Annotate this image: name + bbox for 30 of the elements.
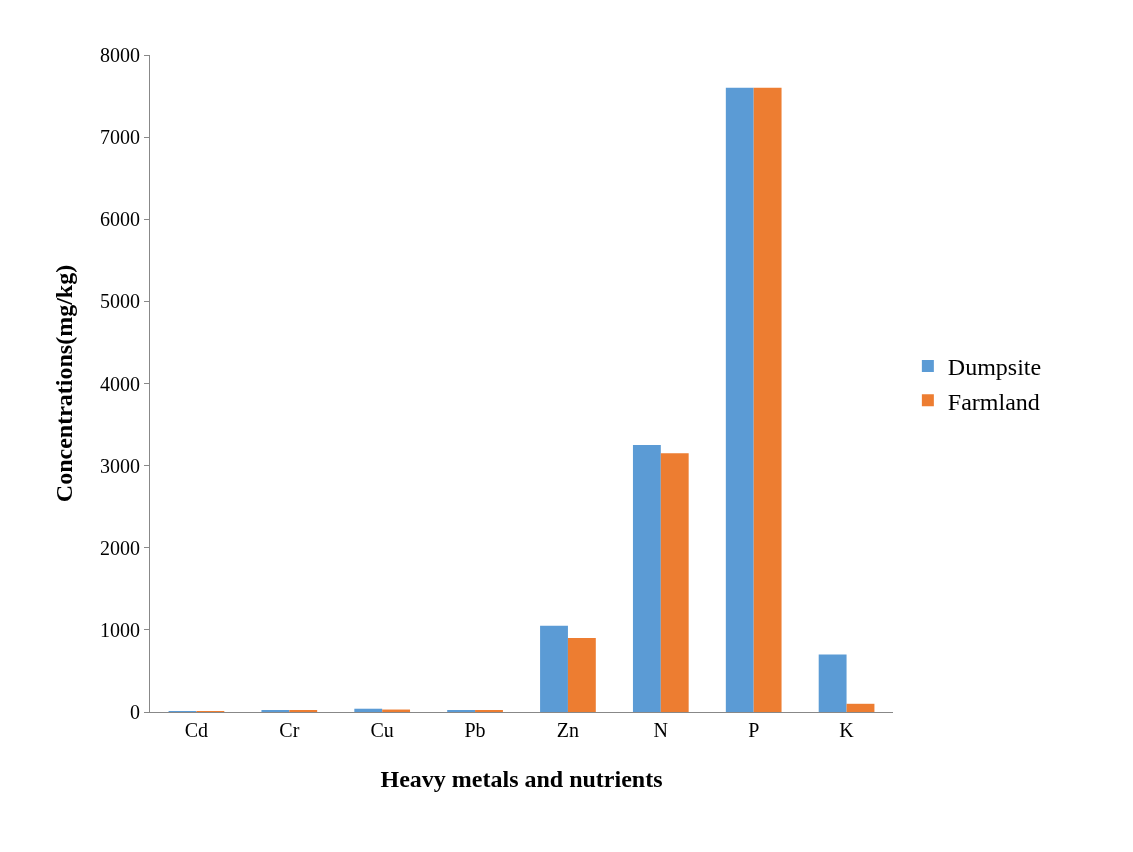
x-tick-label: K: [839, 719, 855, 741]
y-tick-label: 6000: [100, 208, 140, 231]
y-tick-label: 1000: [100, 618, 140, 641]
x-tick-label: Zn: [556, 719, 580, 741]
bar: [567, 638, 596, 712]
y-tick-label: 7000: [100, 126, 140, 149]
x-tick-label: P: [748, 719, 760, 741]
bar: [632, 445, 661, 712]
bar: [753, 87, 782, 712]
x-tick-label: Cd: [184, 719, 209, 741]
x-tick-label: Cu: [370, 719, 394, 741]
y-tick-label: 4000: [100, 372, 140, 395]
x-tick-label: N: [653, 719, 669, 741]
y-tick-label: 2000: [100, 536, 140, 559]
bar: [354, 708, 383, 712]
bar: [818, 654, 847, 712]
bar: [846, 703, 875, 712]
x-axis-title: Heavy metals and nutrients: [380, 766, 663, 793]
legend-label: Farmland: [947, 388, 1040, 415]
y-tick-label: 8000: [100, 44, 140, 66]
y-tick-label: 0: [130, 701, 140, 723]
x-tick-label: Cr: [279, 719, 300, 741]
bar: [660, 453, 689, 712]
x-tick-label: Pb: [464, 719, 486, 741]
y-axis-title: Concentrations(mg/kg): [51, 264, 78, 503]
bar: [725, 87, 754, 712]
y-tick-label: 5000: [100, 290, 140, 313]
legend-label: Dumpsite: [947, 354, 1042, 381]
bar: [540, 625, 568, 712]
y-tick-label: 3000: [100, 454, 140, 477]
